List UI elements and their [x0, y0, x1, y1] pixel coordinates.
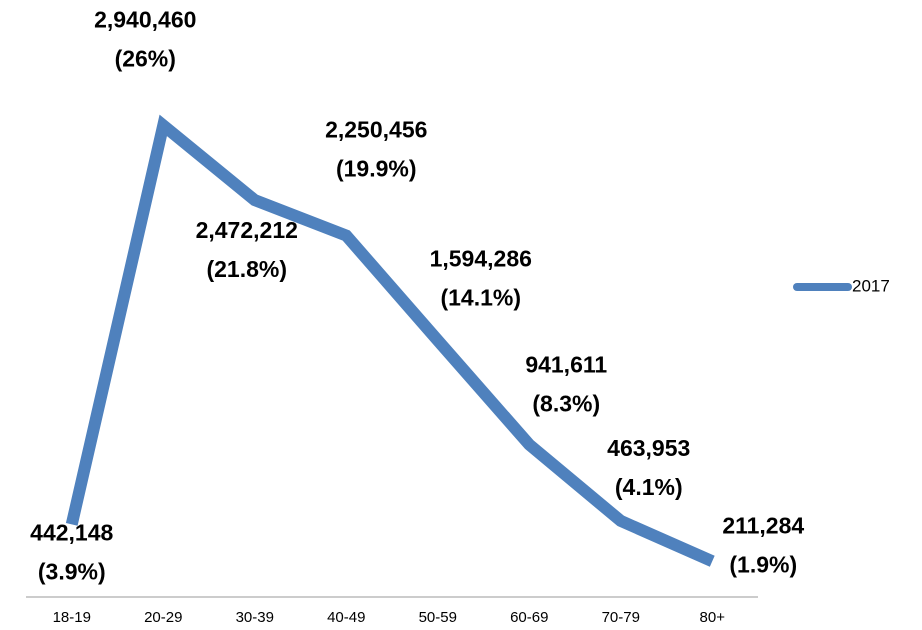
data-label: 941,611	[525, 352, 607, 378]
share-label: (26%)	[115, 45, 176, 71]
x-tick-label: 50-59	[419, 609, 457, 626]
share-label: (3.9%)	[38, 558, 106, 584]
share-label: (8.3%)	[532, 391, 600, 417]
x-tick-label: 20-29	[144, 609, 182, 626]
x-tick-label: 30-39	[236, 609, 274, 626]
data-label: 442,148	[30, 519, 113, 545]
data-label: 1,594,286	[430, 245, 532, 271]
x-tick-label: 40-49	[327, 609, 365, 626]
data-label: 2,250,456	[325, 117, 427, 143]
data-label: 2,472,212	[196, 217, 298, 243]
data-label: 2,940,460	[94, 6, 196, 32]
x-tick-label: 60-69	[510, 609, 548, 626]
share-label: (14.1%)	[440, 284, 521, 310]
share-label: (21.8%)	[206, 256, 287, 282]
x-tick-label: 80+	[700, 609, 726, 626]
legend-label: 2017	[852, 276, 890, 295]
x-tick-label: 70-79	[602, 609, 640, 626]
share-label: (4.1%)	[615, 474, 683, 500]
series-line	[65, 114, 715, 567]
data-label: 211,284	[722, 512, 804, 538]
share-label: (1.9%)	[729, 551, 797, 577]
x-tick-label: 18-19	[53, 609, 91, 626]
share-label: (19.9%)	[336, 156, 417, 182]
data-label: 463,953	[607, 435, 690, 461]
